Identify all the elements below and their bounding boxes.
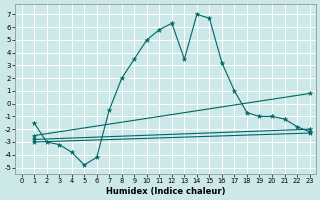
X-axis label: Humidex (Indice chaleur): Humidex (Indice chaleur) xyxy=(106,187,225,196)
